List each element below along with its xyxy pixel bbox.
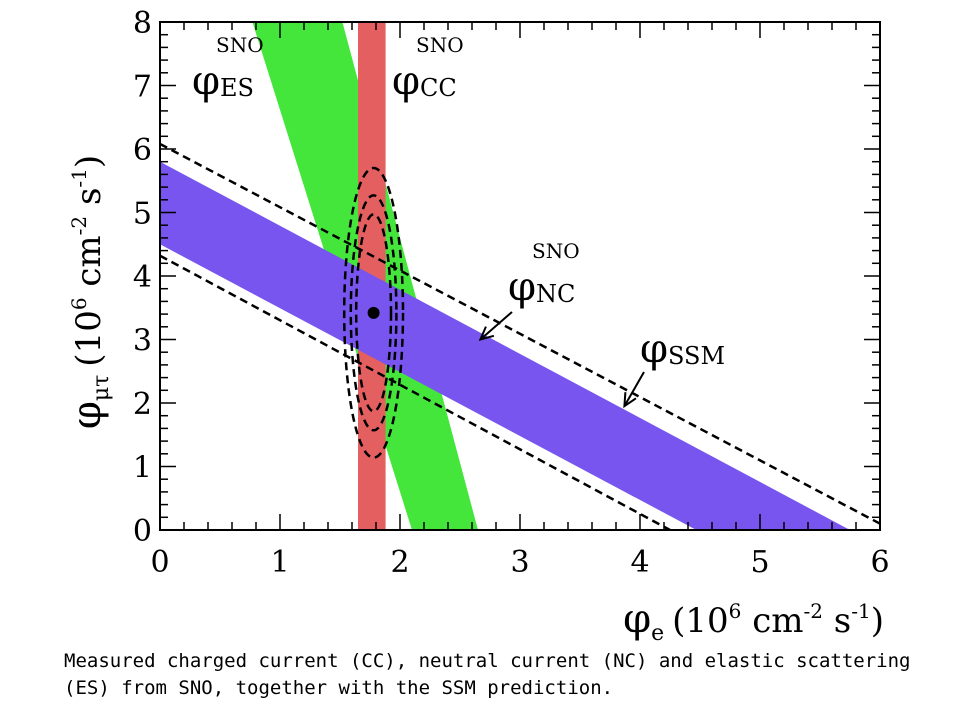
x-tick-label: 5 [750,545,769,580]
x-tick-label: 0 [150,545,169,580]
x-tick-label: 4 [630,545,649,580]
x-tick-label: 3 [510,545,529,580]
y-tick-label: 1 [133,451,152,486]
y-tick-label: 7 [133,70,152,105]
label-nc-sup: SNO [532,239,580,263]
label-es-sup: SNO [216,33,264,57]
label-nc: φNC [508,264,575,310]
x-tick-label: 6 [870,545,889,580]
ssm-line-2 [160,254,671,530]
nc-band [160,161,850,530]
figure-caption: Measured charged current (CC), neutral c… [64,650,911,699]
x-tick-label: 2 [390,545,409,580]
y-tick-label: 6 [133,133,152,168]
label-cc: φCC [392,58,457,104]
arrowhead-ssm [623,392,637,409]
y-tick-label: 5 [133,197,152,232]
y-tick-label: 4 [133,260,152,295]
contour-2 [349,194,398,432]
y-tick-label: 0 [133,514,152,549]
best-fit-point [367,306,380,319]
y-tick-label: 3 [133,324,152,359]
x-axis-title: φe (106 cm-2 s-1) [623,596,884,646]
arrow-ssm [623,371,645,407]
label-ssm: φSSM [640,326,725,372]
contour-1 [354,213,393,413]
label-es: φES [192,58,254,104]
y-tick-label: 8 [133,6,152,41]
y-tick-label: 2 [133,387,152,422]
ssm-line-1 [160,142,880,525]
arrowhead-nc [478,326,495,342]
arrow-nc [479,311,513,341]
label-cc-sup: SNO [416,33,464,57]
y-axis-title: φμτ(106 cm-2 s-1) [64,155,114,429]
contour-3 [342,166,405,459]
x-tick-label: 1 [270,545,289,580]
